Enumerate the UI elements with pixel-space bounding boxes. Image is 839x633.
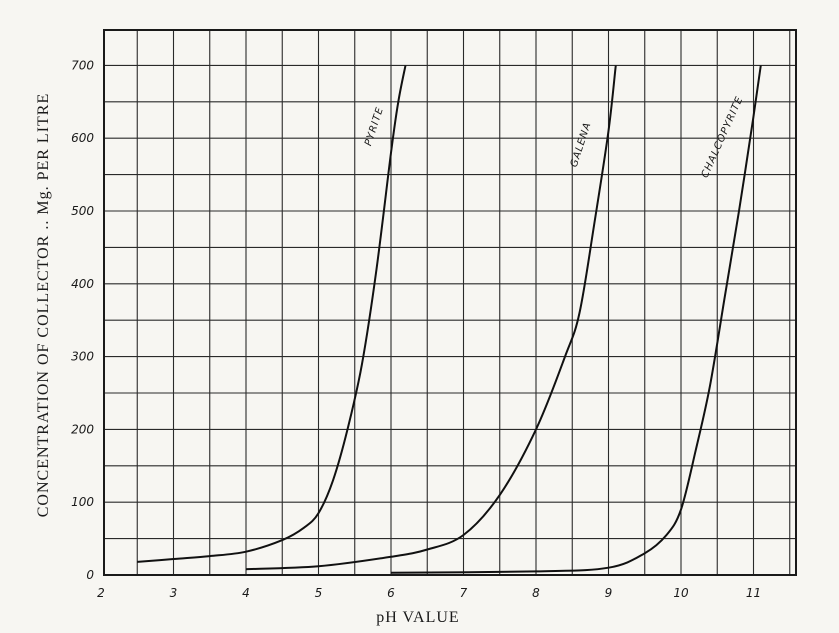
x-tick-label: 2 — [97, 586, 105, 600]
y-tick-label: 600 — [71, 131, 94, 145]
tick-labels: 2 3 4 5 6 7 8 9 10 11 0 100 200 300 400 500 600 700 — [71, 58, 761, 600]
y-tick-label: 700 — [71, 58, 94, 72]
y-tick-label: 200 — [71, 422, 94, 436]
x-axis-title: pH VALUE — [376, 609, 459, 626]
curve-chalcopyrite — [390, 65, 762, 574]
curves — [137, 65, 762, 574]
y-axis-title: CONCENTRATION OF COLLECTOR .. Mg. PER LI… — [35, 93, 52, 518]
y-tick-label: 100 — [71, 495, 94, 509]
x-tick-label: 6 — [387, 586, 395, 600]
y-tick-label: 400 — [71, 277, 94, 291]
x-tick-label: 5 — [315, 586, 323, 600]
x-tick-label: 10 — [673, 586, 689, 600]
y-tick-label: 500 — [71, 204, 94, 218]
y-tick-label: 300 — [71, 350, 94, 364]
curve-pyrite — [137, 65, 407, 563]
y-tick-label: 0 — [86, 568, 94, 582]
curve-label-chalcopyrite: CHALCOPYRITE — [700, 95, 746, 180]
x-tick-label: 8 — [532, 586, 540, 600]
curve-label-pyrite: PYRITE — [363, 106, 386, 148]
x-tick-label: 3 — [170, 586, 178, 600]
x-tick-label: 9 — [605, 586, 613, 600]
x-tick-label: 7 — [460, 586, 468, 600]
x-tick-label: 11 — [746, 586, 761, 600]
curve-labels: PYRITE GALENA CHALCOPYRITE — [363, 95, 746, 180]
curve-galena — [245, 65, 617, 571]
plot-frame — [103, 29, 797, 576]
grid — [104, 30, 796, 575]
x-tick-label: 4 — [242, 586, 250, 600]
